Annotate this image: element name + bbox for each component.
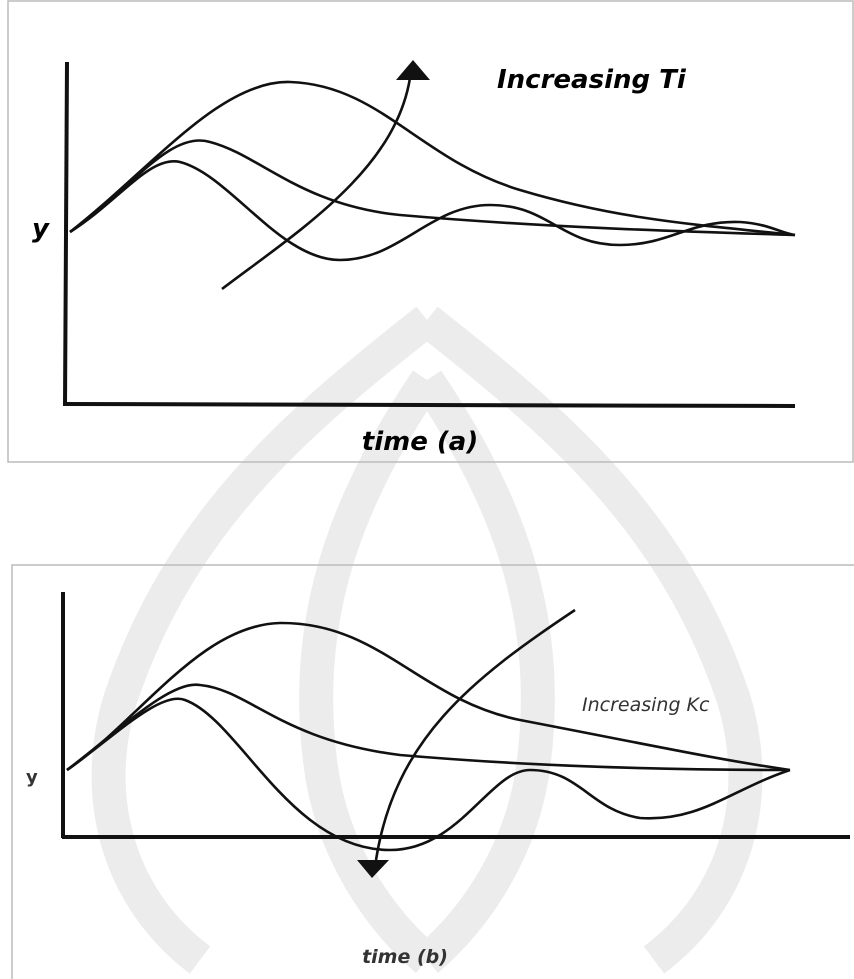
- response-curve: [70, 161, 795, 260]
- diagram: Increasing Ti y time (a) Increasing Kc y…: [0, 0, 854, 979]
- arrow-head: [396, 60, 430, 80]
- y-label: y: [32, 214, 50, 244]
- x-axis: [63, 404, 795, 406]
- trend-arrow: [222, 78, 410, 289]
- annotation: Increasing Ti: [497, 65, 687, 95]
- response-curve: [67, 699, 790, 850]
- y-axis: [65, 62, 67, 406]
- page: Increasing Ti y time (a) Increasing Kc y…: [0, 0, 854, 979]
- x-label: time (a): [362, 427, 478, 457]
- annotation: Increasing Kc: [582, 694, 710, 716]
- watermark: [109, 320, 746, 960]
- x-label: time (b): [362, 946, 448, 968]
- response-curve: [70, 82, 795, 235]
- y-label: y: [26, 767, 38, 788]
